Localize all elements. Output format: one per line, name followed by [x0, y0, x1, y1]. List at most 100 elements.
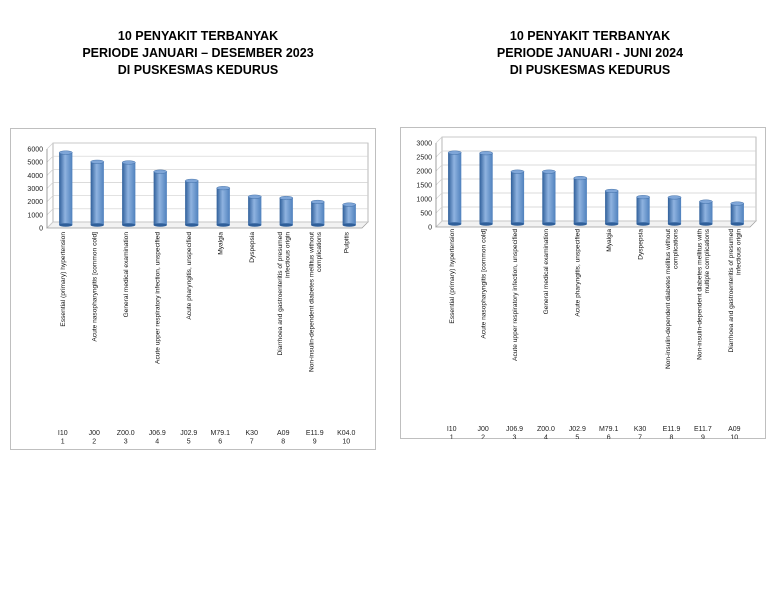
bar-top	[667, 195, 682, 200]
bar	[699, 199, 713, 226]
bar-chart-2024: 0 500 1000 1500 2000 2500 3000 Essential (prima…	[400, 127, 766, 439]
gridline	[435, 192, 756, 200]
bar-top	[247, 194, 262, 199]
svg-text:Diarrhoea and gastroenteritis: Diarrhoea and gastroenteritis of presume…	[728, 229, 735, 353]
bar-base	[122, 223, 136, 227]
bar-body	[510, 171, 525, 224]
svg-text:Non-insulin-dependent diabetes: Non-insulin-dependent diabetes mellitus …	[696, 229, 703, 360]
title-line: DI PUSKESMAS KEDURUS	[117, 63, 279, 77]
svg-text:complications: complications	[316, 231, 323, 272]
bar-base	[59, 223, 73, 227]
bar-top	[279, 196, 294, 201]
bar	[342, 202, 357, 227]
bar-base	[185, 223, 199, 227]
bar-top	[510, 169, 525, 174]
bar-base	[153, 223, 167, 227]
bar-top	[153, 169, 168, 174]
svg-text:Myalgia: Myalgia	[218, 232, 225, 255]
svg-text:Acute pharyngitis, unspecified: Acute pharyngitis, unspecified	[186, 232, 193, 320]
category-label: Myalgia	[218, 232, 225, 255]
svg-text:multiple complications: multiple complications	[704, 228, 711, 293]
rank-label: 10	[342, 439, 350, 446]
rank-label: 2	[481, 435, 485, 440]
category-label: Dyspepsia	[249, 232, 256, 263]
icd-code-label: K30	[634, 426, 647, 433]
bar	[216, 186, 231, 227]
icd-code-label: J02.9	[569, 426, 586, 433]
bar-body	[479, 153, 493, 224]
svg-text:Acute pharyngitis, unspecified: Acute pharyngitis, unspecified	[575, 229, 582, 317]
chart-title-2023: 10 PENYAKIT TERBANYAK PERIODE JANUARI – …	[48, 28, 348, 79]
rank-label: 1	[61, 439, 65, 446]
svg-text:Acute upper respiratory infect: Acute upper respiratory infection, unspe…	[512, 229, 519, 361]
bar-top	[636, 195, 650, 200]
y-tick-label: 2000	[416, 169, 432, 176]
bar-body	[542, 171, 556, 224]
rank-label: 7	[250, 439, 254, 446]
bar-chart-2023: 0 1000 2000 3000 4000 5000 6000 Essential (prim…	[10, 128, 376, 450]
bar	[730, 201, 745, 226]
category-label: Essential (primary) hypertension	[60, 232, 67, 327]
icd-code-label: J06.9	[506, 426, 523, 433]
gridline	[46, 195, 368, 202]
bar	[573, 176, 588, 226]
svg-text:Acute nasopharyngitis [common: Acute nasopharyngitis [common cold]	[92, 232, 99, 342]
bar-top	[184, 178, 199, 183]
bar	[636, 195, 650, 226]
bar-body	[279, 198, 293, 225]
bar-base	[542, 222, 556, 226]
gridline	[46, 221, 368, 229]
svg-text:General medical examination: General medical examination	[123, 232, 130, 318]
bar-body	[342, 204, 356, 225]
icd-code-label: K04.0	[337, 430, 355, 437]
bar-top	[604, 188, 619, 193]
bar-body	[122, 162, 136, 225]
rank-label: 3	[513, 435, 517, 440]
rank-label: 4	[544, 435, 548, 440]
bar-base	[248, 223, 262, 227]
svg-text:Essential (primary) hypertensi: Essential (primary) hypertension	[60, 232, 67, 327]
bar-body	[730, 203, 744, 224]
svg-text:Dyspepsia: Dyspepsia	[249, 232, 256, 263]
category-label: Dyspepsia	[637, 229, 644, 260]
icd-code-label: J06.9	[149, 430, 166, 437]
bar-body	[699, 201, 713, 224]
bar-body	[573, 178, 587, 224]
bar-body	[90, 161, 104, 225]
title-line: PERIODE JANUARI - JUNI 2024	[496, 46, 684, 60]
bar	[279, 196, 294, 227]
bar	[604, 188, 619, 226]
category-label: Non-insulin-dependent diabetes mellitus …	[696, 228, 711, 360]
gridline	[435, 206, 756, 214]
svg-text:Diarrhoea and gastroenteritis: Diarrhoea and gastroenteritis of presume…	[277, 232, 284, 356]
gridline	[46, 168, 368, 176]
bar-base	[279, 223, 293, 227]
category-label: Acute nasopharyngitis [common cold]	[480, 229, 487, 339]
svg-text:infectious origin: infectious origin	[735, 229, 742, 275]
y-tick-label: 2500	[416, 155, 432, 162]
icd-code-label: E11.9	[663, 426, 681, 433]
y-tick-label: 1000	[416, 197, 432, 204]
bar-top	[573, 176, 588, 181]
category-label: Non-insulin-dependent diabetes mellitus …	[665, 228, 680, 369]
svg-text:Non-insulin-dependent diabetes: Non-insulin-dependent diabetes mellitus …	[665, 229, 672, 369]
bar-top	[90, 159, 105, 164]
bar-top	[542, 169, 556, 174]
category-label: General medical examination	[123, 232, 130, 318]
bar-base	[605, 222, 619, 226]
bar-base	[510, 222, 525, 226]
bar	[479, 151, 493, 226]
icd-code-label: A09	[277, 430, 290, 437]
bar-body	[185, 180, 199, 225]
y-tick-label: 0	[39, 226, 43, 233]
svg-text:Non-insulin-dependent diabetes: Non-insulin-dependent diabetes mellitus …	[308, 232, 315, 372]
bar-base	[216, 223, 230, 227]
y-tick-label: 0	[428, 225, 432, 232]
rank-label: 9	[313, 439, 317, 446]
bar-body	[216, 188, 230, 225]
bar-base	[311, 223, 325, 227]
svg-text:Acute nasopharyngitis [common: Acute nasopharyngitis [common cold]	[480, 229, 487, 339]
icd-code-label: M79.1	[211, 430, 231, 437]
bar	[310, 199, 325, 227]
category-label: Essential (primary) hypertension	[449, 229, 456, 324]
